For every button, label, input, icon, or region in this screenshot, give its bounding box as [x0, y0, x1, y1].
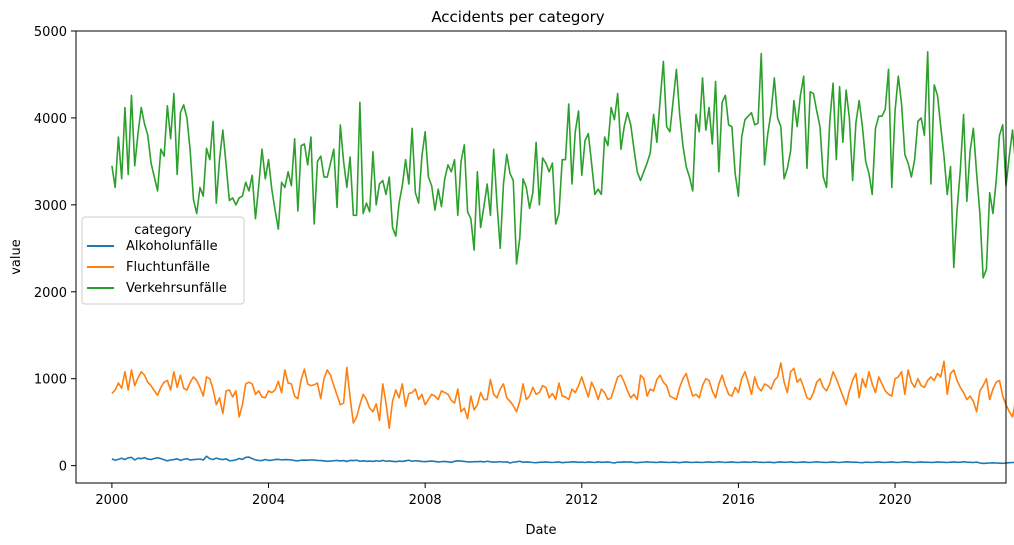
series-line-verkehrsunfälle: [111, 51, 1014, 279]
series-line-alkoholunfälle: [111, 455, 1014, 465]
legend-items: Alkoholunfälle Fluchtunfälle Verkehrsunfäl…: [87, 239, 227, 296]
x-tick-label: 2012: [565, 493, 598, 508]
legend-label: Alkoholunfälle: [126, 239, 218, 254]
series-layer: [111, 51, 1014, 465]
x-axis: 2000 2004 2008 2012 2016 2020: [95, 483, 912, 508]
x-tick-label: 2020: [879, 493, 912, 508]
y-tick-label: 5000: [34, 25, 67, 40]
legend-item: Verkehrsunfälle: [87, 281, 227, 296]
x-tick-label: 2004: [252, 493, 285, 508]
legend: category Alkoholunfälle Fluchtunfälle Verk…: [81, 216, 245, 305]
legend-title: category: [134, 223, 192, 238]
y-tick-label: 4000: [34, 112, 67, 127]
y-tick-label: 1000: [34, 373, 67, 388]
y-tick-label: 3000: [34, 199, 67, 214]
legend-item: Alkoholunfälle: [87, 239, 218, 254]
series-line-fluchtunfälle: [111, 360, 1014, 430]
plot-frame: [75, 30, 1007, 484]
legend-item: Fluchtunfälle: [87, 260, 210, 275]
x-axis-label: Date: [525, 523, 556, 538]
y-tick-label: 2000: [34, 286, 67, 301]
y-tick-label: 0: [59, 460, 67, 475]
chart-title: Accidents per category: [431, 8, 604, 26]
legend-box: [81, 216, 245, 305]
y-axis: 0 1000 2000 3000 4000 5000: [34, 25, 76, 475]
legend-label: Verkehrsunfälle: [126, 281, 227, 296]
x-tick-label: 2008: [409, 493, 442, 508]
x-tick-label: 2000: [95, 493, 128, 508]
x-tick-label: 2016: [722, 493, 755, 508]
legend-label: Fluchtunfälle: [126, 260, 210, 275]
y-axis-label: value: [9, 239, 24, 275]
